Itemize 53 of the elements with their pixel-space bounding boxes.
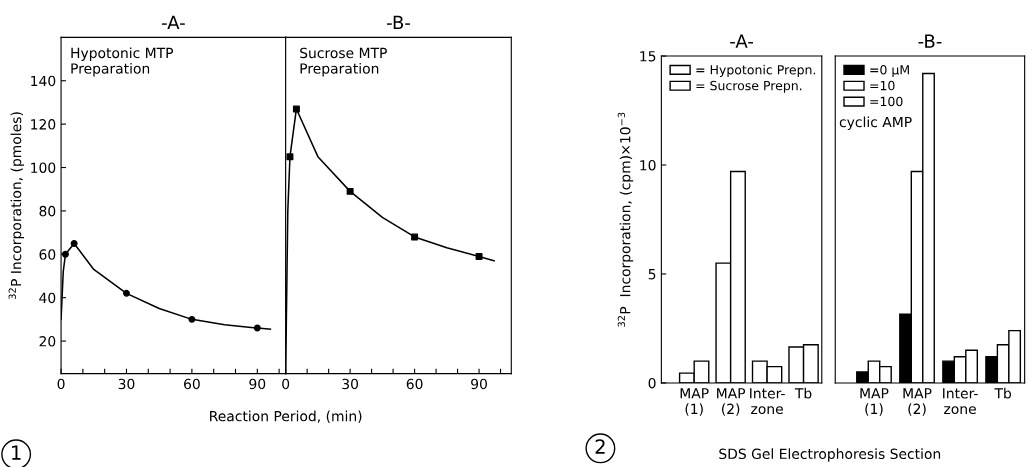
chart-title: -B-	[386, 15, 410, 30]
y-tick-label: 10	[640, 159, 656, 171]
point	[253, 324, 261, 332]
legend-label: =10	[870, 80, 895, 91]
point	[411, 233, 419, 241]
y-axis-title: $^{32}$P Incorporation, (pmoles)	[8, 112, 24, 299]
point	[292, 105, 300, 113]
x-tick-label: MAP (2)	[903, 388, 932, 416]
annotation: Sucrose MTP Preparation	[300, 47, 387, 77]
point	[346, 187, 354, 195]
x-tick-label: 30	[118, 378, 135, 390]
chart-title: -B-	[918, 34, 942, 48]
x-axis-title: Reaction Period, (min)	[210, 410, 362, 423]
y-tick-label: 60	[39, 249, 56, 260]
x-tick-label: MAP (1)	[680, 388, 709, 416]
legend-label: = Sucrose Prepn.	[696, 80, 802, 93]
x-tick-label: 60	[406, 378, 423, 390]
text: 1	[12, 445, 21, 460]
y-tick-label: 20	[39, 336, 56, 347]
x-tick-label: Tb	[794, 387, 812, 399]
x-axis-title: SDS Gel Electrophoresis Section	[719, 448, 941, 462]
point	[286, 153, 294, 161]
y-tick-label: 15	[640, 51, 656, 62]
point	[123, 289, 130, 297]
y-axis-title: $^{32}$P Incorporation, (cpm)×10$^{−3}$	[617, 112, 634, 327]
x-tick-label: 0	[282, 378, 290, 390]
x-tick-label: 30	[342, 378, 359, 390]
legend-label: =0 μM	[870, 65, 909, 77]
x-tick-label: Tb	[994, 387, 1012, 399]
y-tick-label: 140	[31, 75, 56, 87]
point	[70, 239, 78, 247]
y-tick-label: 40	[39, 292, 56, 304]
point	[475, 252, 483, 260]
legend-label: = Hypotonic Prepn.	[696, 64, 816, 77]
y-tick-label: 120	[31, 119, 56, 130]
point	[188, 315, 196, 323]
text: 2	[595, 439, 605, 454]
chart-title: -A-	[730, 34, 753, 48]
x-tick-label: MAP (2)	[717, 388, 746, 416]
x-tick-label: Inter- zone	[750, 388, 785, 415]
x-tick-label: 90	[471, 378, 487, 390]
x-tick-label: Inter- zone	[943, 388, 978, 415]
x-tick-label: 90	[249, 378, 266, 390]
y-tick-label: 100	[31, 162, 56, 173]
y-tick-label: 5	[648, 269, 656, 280]
annotation: Hypotonic MTP Preparation	[71, 47, 174, 77]
chart-title: -A-	[161, 15, 185, 30]
y-tick-label: 80	[39, 205, 56, 217]
legend-label: =100	[870, 96, 903, 107]
x-tick-label: 60	[184, 378, 200, 390]
annotation: cyclic AMP	[839, 116, 912, 130]
x-tick-label: 0	[57, 378, 65, 390]
x-tick-label: MAP (1)	[860, 388, 889, 416]
